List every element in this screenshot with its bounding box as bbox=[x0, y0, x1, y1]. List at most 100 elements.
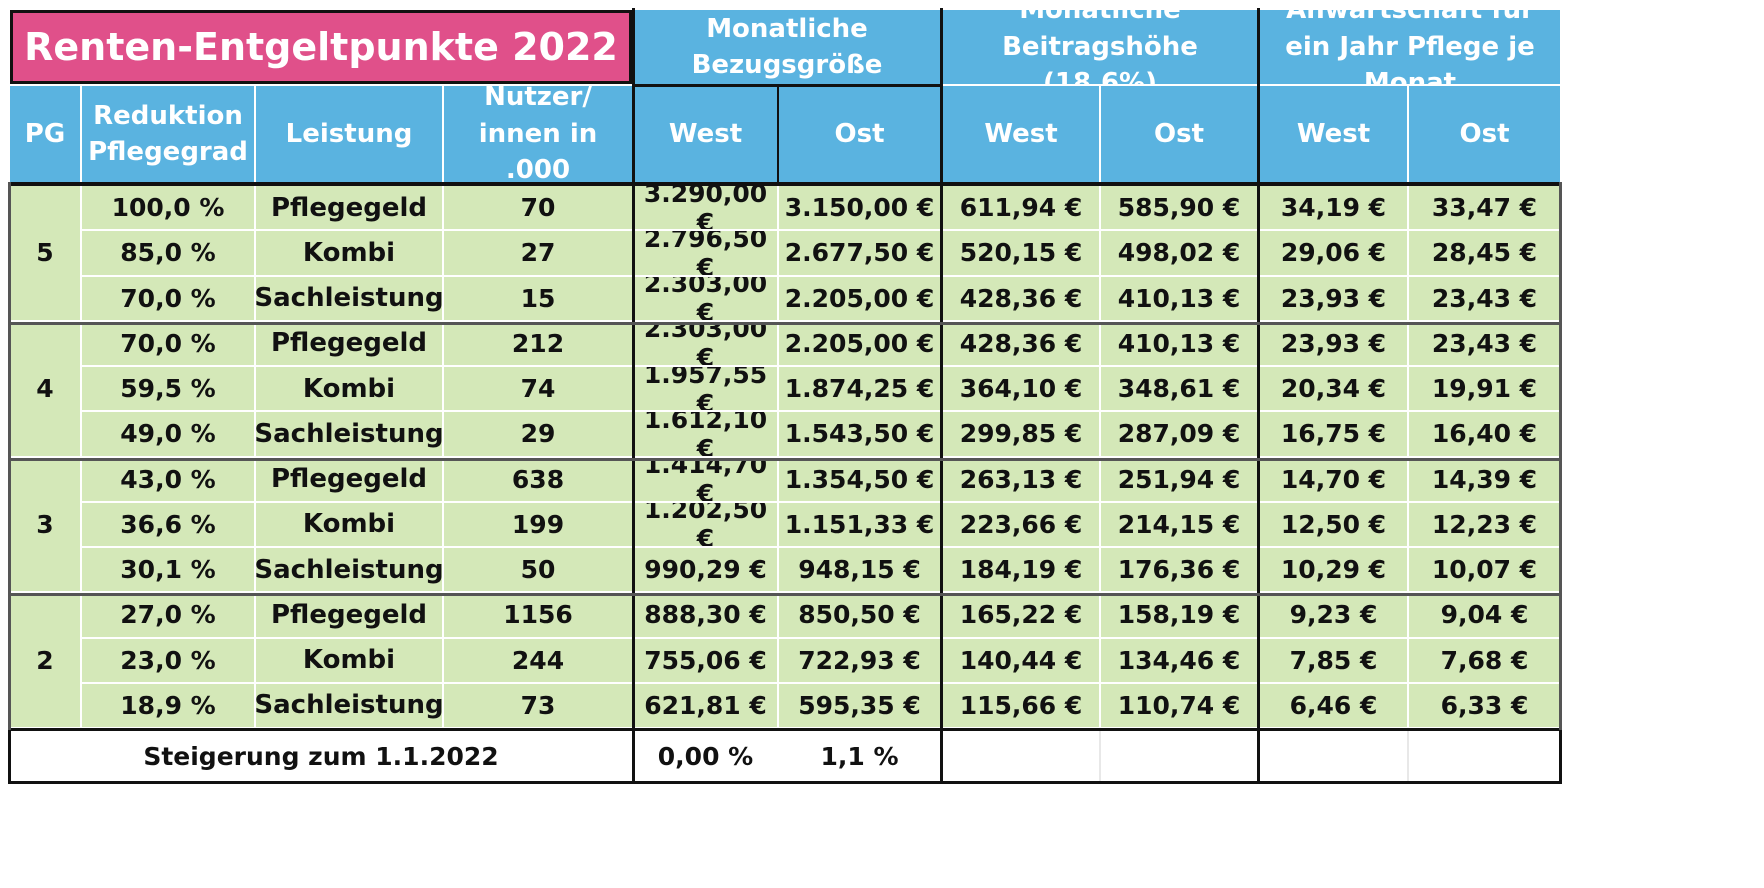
cell-beit-west: 115,66 € bbox=[943, 683, 1099, 727]
cell-beit-ost: 176,36 € bbox=[1101, 548, 1257, 592]
group-header-anwartschaft: Anwartschaft für ein Jahr Pflege je Mona… bbox=[1260, 10, 1560, 84]
cell-reduktion: 36,6 % bbox=[82, 502, 254, 546]
cell-anw-west: 12,50 € bbox=[1260, 502, 1407, 546]
cell-bez-ost: 595,35 € bbox=[779, 683, 940, 727]
cell-bez-west: 3.290,00 € bbox=[634, 186, 777, 230]
cell-bez-west: 888,30 € bbox=[634, 593, 777, 637]
footer-empty-anw-west bbox=[1260, 731, 1407, 781]
cell-leistung: Sachleistung bbox=[256, 412, 442, 456]
grid-line bbox=[10, 457, 1560, 461]
footer-label: Steigerung zum 1.1.2022 bbox=[10, 731, 632, 781]
cell-beit-west: 428,36 € bbox=[943, 321, 1099, 365]
cell-reduktion: 43,0 % bbox=[82, 457, 254, 501]
col-header-beit-ost: Ost bbox=[1101, 86, 1257, 182]
grid-line bbox=[8, 781, 1562, 784]
cell-anw-ost: 14,39 € bbox=[1409, 457, 1560, 501]
cell-beit-west: 184,19 € bbox=[943, 548, 1099, 592]
cell-beit-ost: 410,13 € bbox=[1101, 276, 1257, 320]
cell-anw-west: 16,75 € bbox=[1260, 412, 1407, 456]
cell-bez-west: 1.414,70 € bbox=[634, 457, 777, 501]
footer-west-value: 0,00 % bbox=[634, 731, 777, 781]
cell-anw-ost: 10,07 € bbox=[1409, 548, 1560, 592]
cell-nutzer: 1156 bbox=[444, 593, 632, 637]
pg-cell: 5 bbox=[10, 186, 80, 320]
cell-nutzer: 73 bbox=[444, 683, 632, 727]
cell-bez-west: 755,06 € bbox=[634, 638, 777, 682]
cell-anw-ost: 33,47 € bbox=[1409, 186, 1560, 230]
cell-reduktion: 18,9 % bbox=[82, 683, 254, 727]
cell-beit-ost: 585,90 € bbox=[1101, 186, 1257, 230]
footer-empty-anw-ost bbox=[1409, 731, 1560, 781]
cell-leistung: Kombi bbox=[256, 367, 442, 411]
cell-bez-west: 2.796,50 € bbox=[634, 231, 777, 275]
cell-nutzer: 199 bbox=[444, 502, 632, 546]
cell-anw-ost: 12,23 € bbox=[1409, 502, 1560, 546]
grid-line bbox=[1407, 731, 1409, 781]
cell-beit-ost: 287,09 € bbox=[1101, 412, 1257, 456]
cell-beit-ost: 214,15 € bbox=[1101, 502, 1257, 546]
cell-anw-ost: 19,91 € bbox=[1409, 367, 1560, 411]
pg-cell: 3 bbox=[10, 457, 80, 592]
col-header-reduktion: Reduktion Pflegegrad bbox=[82, 86, 254, 182]
cell-leistung: Pflegegeld bbox=[256, 593, 442, 637]
cell-anw-west: 14,70 € bbox=[1260, 457, 1407, 501]
grid-line bbox=[1559, 728, 1562, 784]
cell-anw-west: 20,34 € bbox=[1260, 367, 1407, 411]
cell-beit-ost: 348,61 € bbox=[1101, 367, 1257, 411]
pg-cell: 4 bbox=[10, 321, 80, 456]
grid-line bbox=[10, 321, 1560, 325]
cell-reduktion: 85,0 % bbox=[82, 231, 254, 275]
cell-nutzer: 70 bbox=[444, 186, 632, 230]
grid-line bbox=[1099, 731, 1101, 781]
group-header-beitragshoehe: Monatliche Beitragshöhe (18,6%) bbox=[943, 10, 1257, 84]
cell-beit-west: 611,94 € bbox=[943, 186, 1099, 230]
cell-bez-west: 1.202,50 € bbox=[634, 502, 777, 546]
cell-anw-ost: 23,43 € bbox=[1409, 321, 1560, 365]
col-header-leistung: Leistung bbox=[256, 86, 442, 182]
cell-leistung: Sachleistung bbox=[256, 276, 442, 320]
cell-beit-ost: 410,13 € bbox=[1101, 321, 1257, 365]
cell-anw-ost: 9,04 € bbox=[1409, 593, 1560, 637]
cell-bez-ost: 2.205,00 € bbox=[779, 321, 940, 365]
cell-bez-ost: 1.874,25 € bbox=[779, 367, 940, 411]
grid-line bbox=[634, 84, 942, 87]
cell-bez-west: 2.303,00 € bbox=[634, 276, 777, 320]
cell-bez-west: 1.957,55 € bbox=[634, 367, 777, 411]
grid-line bbox=[1257, 8, 1260, 784]
cell-nutzer: 27 bbox=[444, 231, 632, 275]
cell-anw-ost: 23,43 € bbox=[1409, 276, 1560, 320]
cell-leistung: Kombi bbox=[256, 502, 442, 546]
cell-bez-west: 990,29 € bbox=[634, 548, 777, 592]
cell-beit-west: 428,36 € bbox=[943, 276, 1099, 320]
cell-beit-ost: 498,02 € bbox=[1101, 231, 1257, 275]
cell-anw-ost: 16,40 € bbox=[1409, 412, 1560, 456]
cell-anw-west: 9,23 € bbox=[1260, 593, 1407, 637]
cell-leistung: Pflegegeld bbox=[256, 321, 442, 365]
cell-reduktion: 59,5 % bbox=[82, 367, 254, 411]
group-header-bezugsgroesse: Monatliche Bezugsgröße bbox=[634, 10, 940, 84]
cell-bez-ost: 850,50 € bbox=[779, 593, 940, 637]
cell-nutzer: 50 bbox=[444, 548, 632, 592]
cell-reduktion: 30,1 % bbox=[82, 548, 254, 592]
cell-leistung: Sachleistung bbox=[256, 548, 442, 592]
cell-nutzer: 244 bbox=[444, 638, 632, 682]
col-header-pg: PG bbox=[10, 86, 80, 182]
cell-anw-ost: 28,45 € bbox=[1409, 231, 1560, 275]
cell-anw-ost: 6,33 € bbox=[1409, 683, 1560, 727]
cell-reduktion: 70,0 % bbox=[82, 276, 254, 320]
pg-cell: 2 bbox=[10, 593, 80, 727]
cell-beit-west: 165,22 € bbox=[943, 593, 1099, 637]
grid-line bbox=[10, 182, 1560, 186]
cell-anw-west: 23,93 € bbox=[1260, 276, 1407, 320]
cell-nutzer: 638 bbox=[444, 457, 632, 501]
cell-anw-west: 23,93 € bbox=[1260, 321, 1407, 365]
cell-reduktion: 70,0 % bbox=[82, 321, 254, 365]
cell-anw-west: 6,46 € bbox=[1260, 683, 1407, 727]
cell-beit-west: 223,66 € bbox=[943, 502, 1099, 546]
cell-anw-ost: 7,68 € bbox=[1409, 638, 1560, 682]
cell-bez-west: 621,81 € bbox=[634, 683, 777, 727]
col-header-beit-west: West bbox=[943, 86, 1099, 182]
footer-empty-beit-ost bbox=[1101, 731, 1257, 781]
grid-line bbox=[8, 182, 11, 730]
